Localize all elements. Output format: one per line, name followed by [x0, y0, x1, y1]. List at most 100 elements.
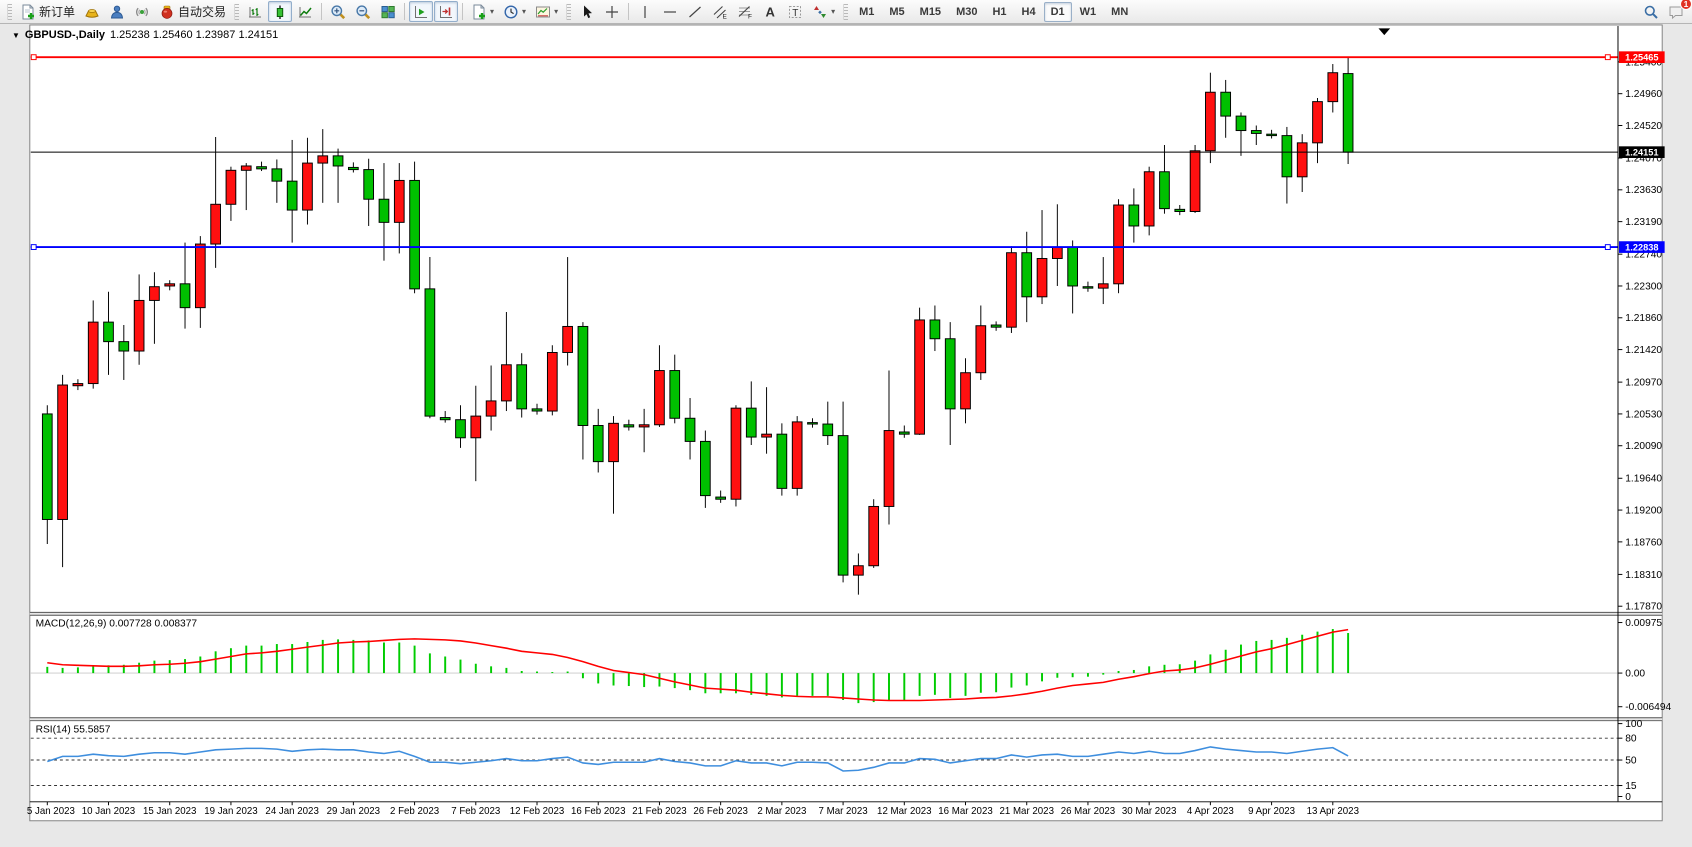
bar-chart-icon — [249, 6, 262, 17]
gold-icon — [85, 8, 99, 18]
bar-chart-button[interactable] — [243, 1, 267, 22]
trendline-tool-button[interactable] — [683, 1, 707, 22]
new-order-button[interactable]: 新订单 — [16, 1, 79, 22]
line-chart-button[interactable] — [293, 1, 317, 22]
price-axis-labels: 1.254001.249601.245201.240701.236301.231… — [1617, 57, 1662, 613]
profile-icon — [110, 5, 124, 18]
chart-symbol-label: GBPUSD-,Daily — [24, 29, 105, 41]
gold-button[interactable] — [80, 1, 104, 22]
timeframe-button-M15[interactable]: M15 — [913, 2, 948, 22]
arrows-icon — [814, 5, 827, 18]
svg-text:0.00: 0.00 — [1625, 668, 1645, 679]
svg-text:9 Apr 2023: 9 Apr 2023 — [1248, 806, 1295, 817]
support-line-tag — [1618, 241, 1665, 253]
zoom-in-icon — [331, 4, 346, 19]
periods-button[interactable]: ▾ — [499, 1, 530, 22]
toolbar-grip[interactable] — [234, 3, 240, 20]
timeframe-button-M5[interactable]: M5 — [882, 2, 911, 22]
toolbar-separator — [628, 3, 630, 20]
macd-label: MACD(12,26,9) 0.007728 0.008377 — [36, 618, 198, 629]
svg-text:1.17870: 1.17870 — [1625, 602, 1662, 613]
fibonacci-tool-button[interactable]: F — [733, 1, 757, 22]
resistance-line-handle[interactable] — [1604, 54, 1611, 61]
chart-ohlc-values: 1.25238 1.25460 1.23987 1.24151 — [110, 29, 279, 41]
horizontal-lines[interactable] — [30, 54, 1618, 250]
profile-button[interactable] — [105, 1, 129, 22]
chart-surface[interactable] — [29, 24, 1663, 822]
auto-scroll-icon — [415, 5, 428, 18]
channel-tool-button[interactable]: E — [708, 1, 732, 22]
collapse-chart-icon[interactable]: ▼ — [12, 30, 20, 40]
vline-tool-button[interactable] — [633, 1, 657, 22]
signal-icon — [136, 7, 148, 16]
toolbar-grip[interactable] — [843, 3, 849, 20]
svg-text:100: 100 — [1625, 719, 1642, 730]
svg-text:15 Jan 2023: 15 Jan 2023 — [143, 806, 196, 817]
resistance-line-tag — [1618, 51, 1665, 64]
zoom-in-button[interactable] — [326, 1, 350, 22]
svg-text:0.00975: 0.00975 — [1625, 618, 1662, 629]
tile-windows-button[interactable] — [376, 1, 400, 22]
svg-text:10 Jan 2023: 10 Jan 2023 — [82, 806, 135, 817]
timeframe-button-M30[interactable]: M30 — [949, 2, 984, 22]
panel-separators[interactable] — [29, 611, 1663, 722]
templates-button[interactable]: ▾ — [531, 1, 562, 22]
crosshair-button[interactable] — [600, 1, 624, 22]
svg-text:1.19640: 1.19640 — [1625, 474, 1662, 485]
bid-price-line-tag — [1618, 146, 1665, 158]
support-line-handle[interactable] — [30, 244, 37, 250]
chevron-down-icon: ▾ — [554, 6, 559, 16]
timeframe-button-H4[interactable]: H4 — [1015, 2, 1043, 22]
new-chart-icon — [473, 4, 486, 19]
label-tool-button[interactable]: T — [783, 1, 807, 22]
svg-text:4 Apr 2023: 4 Apr 2023 — [1187, 806, 1234, 817]
toolbar-grip[interactable] — [7, 3, 12, 20]
candlestick-button[interactable] — [268, 1, 293, 22]
vline-icon — [644, 5, 646, 18]
chevron-down-icon: ▾ — [490, 6, 495, 16]
svg-text:7 Feb 2023: 7 Feb 2023 — [451, 806, 500, 817]
timeframe-button-M1[interactable]: M1 — [852, 2, 881, 22]
auto-trading-button[interactable]: 自动交易 — [155, 1, 230, 22]
rsi-levels — [30, 737, 1618, 787]
toolbar-separator — [321, 3, 323, 20]
svg-text:12 Mar 2023: 12 Mar 2023 — [877, 806, 931, 817]
svg-text:1.24960: 1.24960 — [1625, 89, 1662, 100]
scroll-end-icon[interactable] — [1378, 28, 1391, 36]
auto-scroll-button[interactable] — [409, 1, 434, 22]
text-tool-button[interactable]: A — [758, 1, 782, 22]
toolbar-grip[interactable] — [566, 3, 572, 20]
svg-text:A: A — [766, 4, 776, 19]
zoom-out-button[interactable] — [351, 1, 375, 22]
candlesticks — [41, 57, 1354, 595]
svg-text:1.24070: 1.24070 — [1625, 153, 1662, 164]
timeframe-button-H1[interactable]: H1 — [985, 2, 1013, 22]
svg-text:0: 0 — [1625, 792, 1631, 803]
svg-text:1.22300: 1.22300 — [1625, 281, 1662, 292]
signal-button[interactable] — [130, 1, 154, 22]
svg-text:1.22740: 1.22740 — [1625, 250, 1662, 261]
svg-text:1.21420: 1.21420 — [1625, 345, 1662, 356]
svg-text:26 Mar 2023: 26 Mar 2023 — [1061, 806, 1115, 817]
svg-text:1.18310: 1.18310 — [1625, 570, 1662, 581]
hline-tool-button[interactable] — [658, 1, 682, 22]
trendline-icon — [689, 6, 701, 17]
svg-text:E: E — [723, 13, 728, 20]
arrows-tool-button[interactable]: ▾ — [808, 1, 839, 22]
timeframe-button-W1[interactable]: W1 — [1073, 2, 1104, 22]
text-icon: A — [766, 4, 776, 19]
tile-windows-icon — [381, 5, 395, 18]
timeframe-button-D1[interactable]: D1 — [1043, 1, 1072, 22]
resistance-line-handle[interactable] — [30, 54, 37, 61]
svg-text:29 Jan 2023: 29 Jan 2023 — [327, 806, 380, 817]
cursor-button[interactable] — [575, 1, 599, 22]
search-button[interactable] — [1639, 1, 1663, 22]
chart-background[interactable] — [29, 24, 1663, 822]
zoom-out-icon — [356, 4, 371, 19]
svg-text:1.22838: 1.22838 — [1625, 242, 1658, 252]
chart-shift-button[interactable] — [434, 1, 459, 22]
support-line-handle[interactable] — [1604, 244, 1611, 250]
new-chart-button[interactable]: ▾ — [467, 1, 498, 22]
timeframe-button-MN[interactable]: MN — [1104, 2, 1135, 22]
crosshair-icon — [606, 5, 619, 18]
